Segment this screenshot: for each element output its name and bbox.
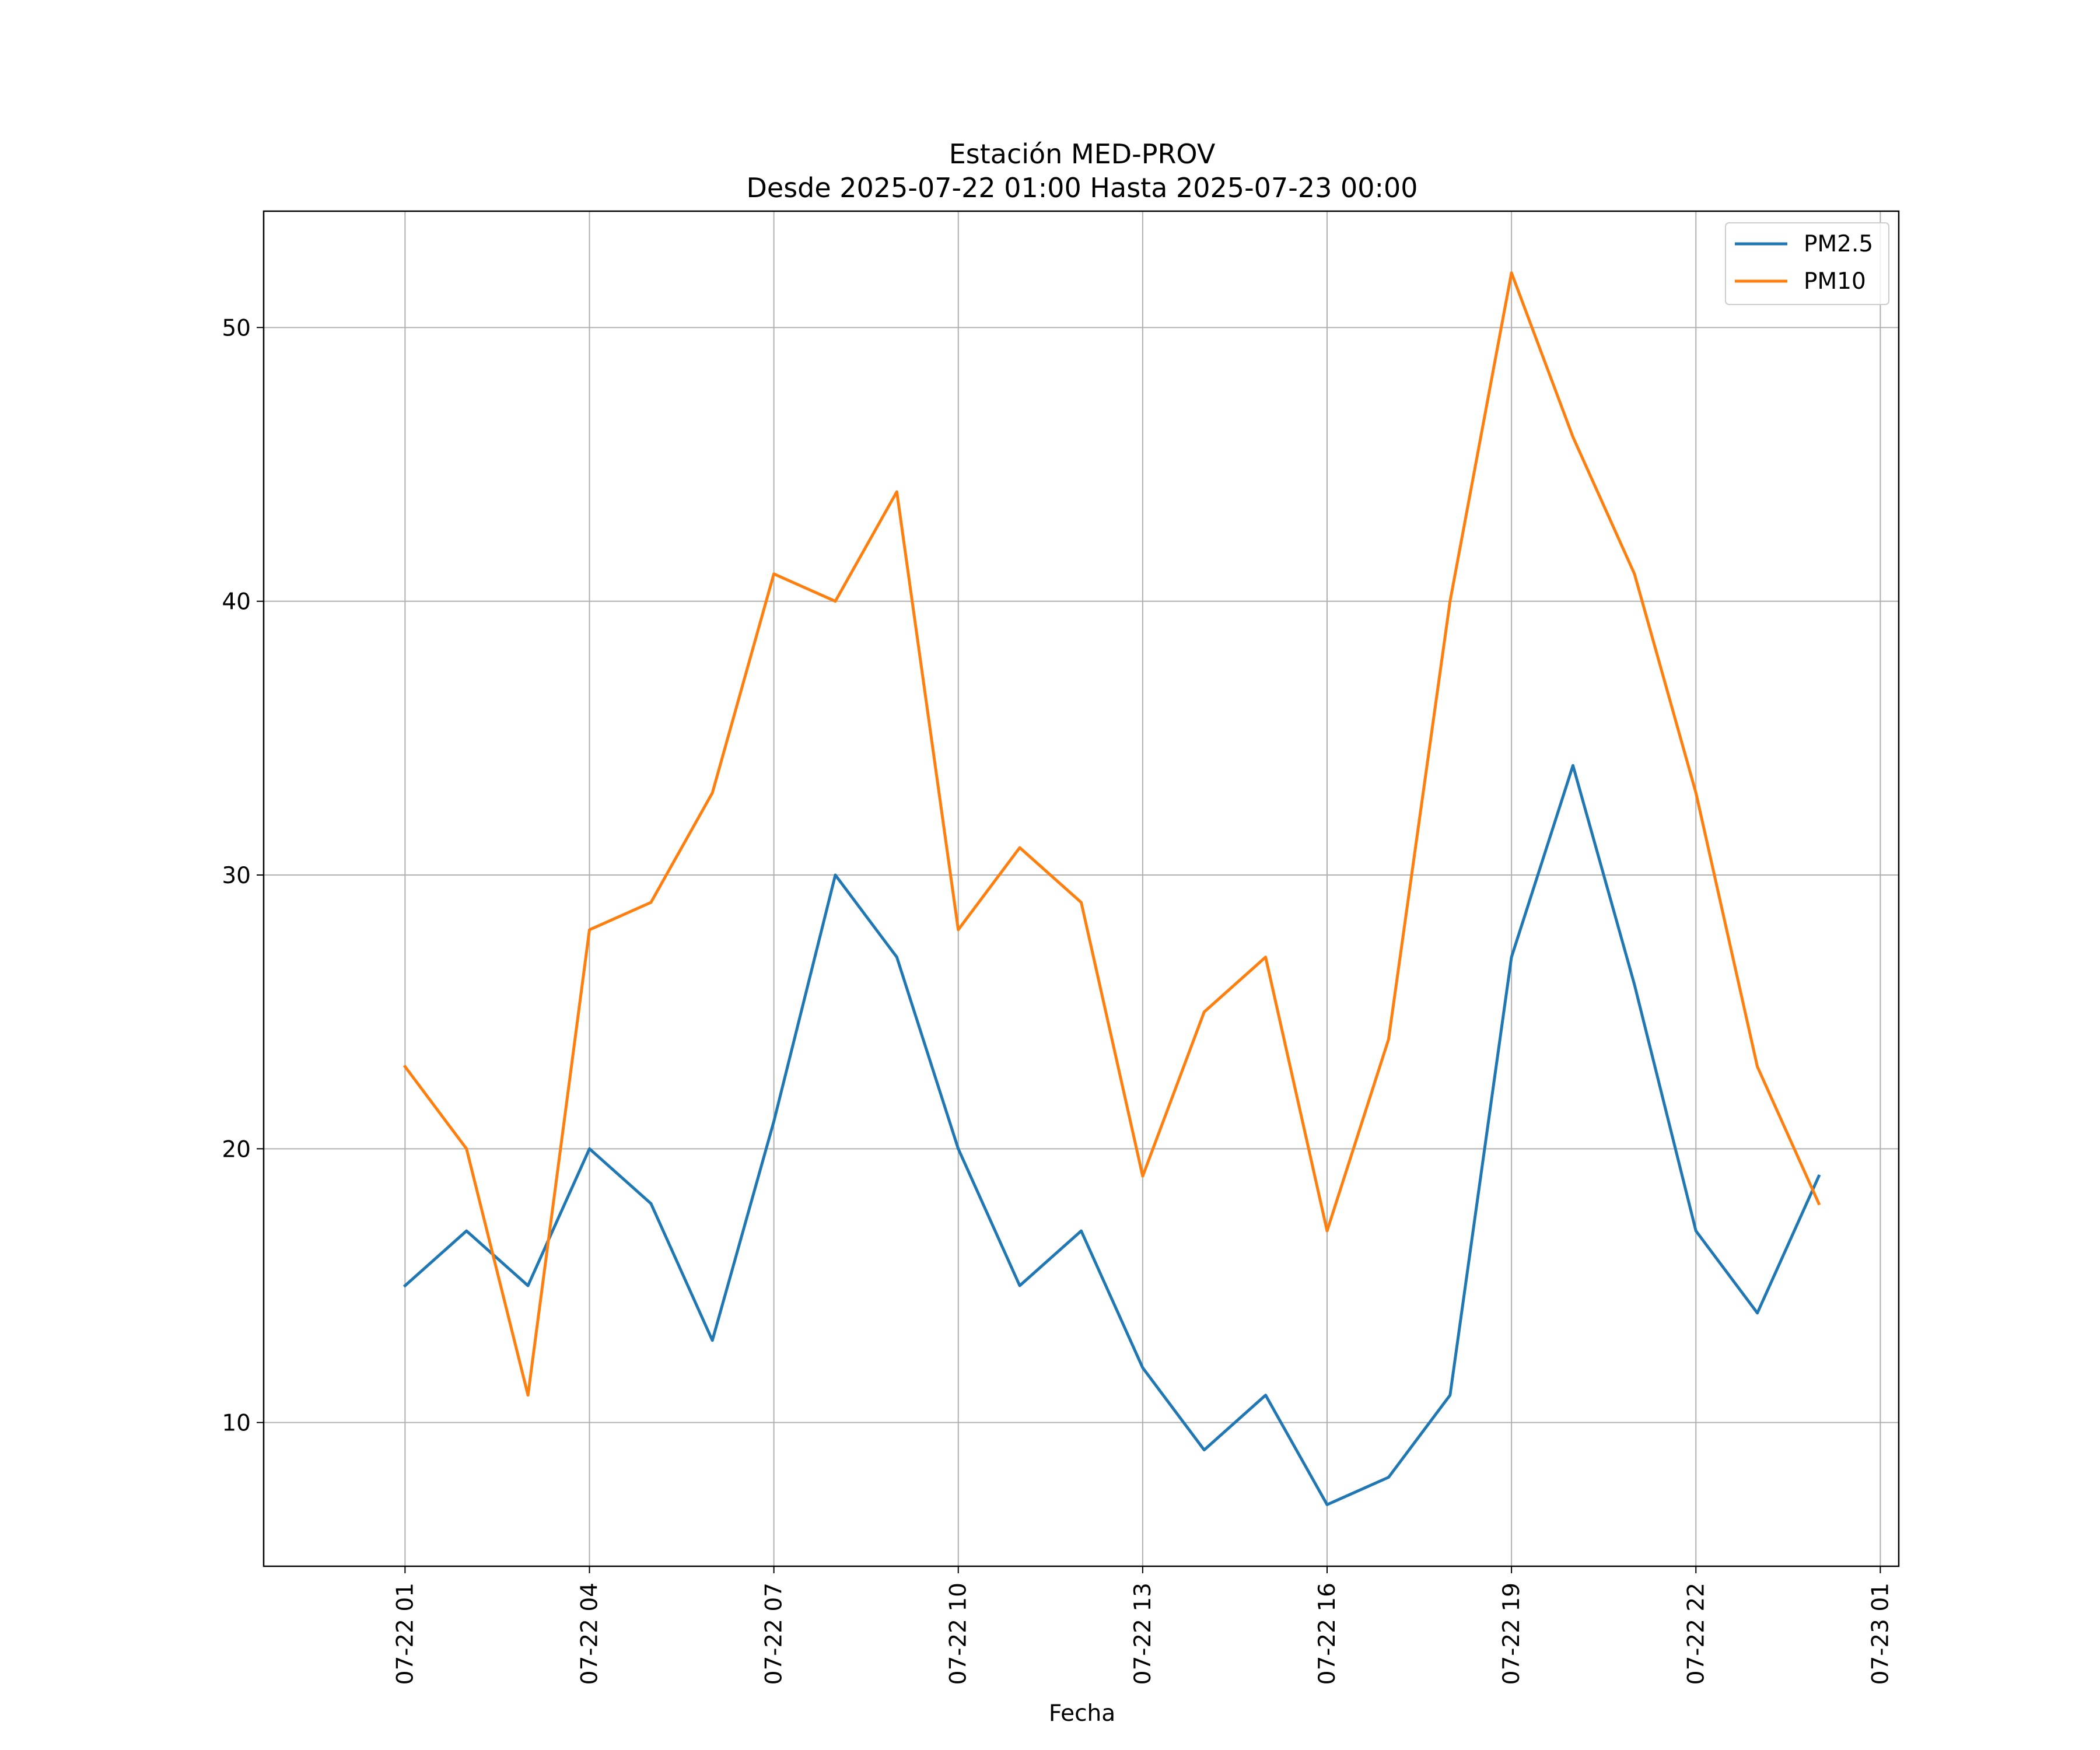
y-tick-label: 10 (222, 1410, 251, 1437)
x-tick-label: 07-23 01 (1867, 1583, 1894, 1685)
axis-ticks: 07-22 01 07-22 04 07-22 07 07-22 10 07-22 13… (222, 315, 1894, 1685)
y-tick-label: 30 (222, 863, 251, 889)
x-tick-label: 07-22 07 (761, 1583, 788, 1685)
series-line-pm10 (402, 271, 1821, 1397)
legend-label-pm25: PM2.5 (1804, 231, 1873, 257)
chart-title-line1: Estación MED-PROV (949, 138, 1216, 170)
x-tick-label: 07-22 04 (576, 1583, 603, 1685)
x-tick-label: 07-22 13 (1130, 1583, 1156, 1685)
x-tick-label: 07-22 01 (392, 1583, 418, 1685)
chart-title-line2: Desde 2025-07-22 01:00 Hasta 2025-07-23 … (746, 172, 1418, 204)
x-tick-label: 07-22 22 (1683, 1583, 1709, 1685)
x-axis-label: Fecha (1049, 1700, 1115, 1727)
series-lines (402, 271, 1821, 1506)
legend-label-pm10: PM10 (1804, 268, 1866, 295)
y-tick-label: 50 (222, 315, 251, 341)
x-tick-label: 07-22 16 (1314, 1583, 1340, 1685)
y-tick-label: 40 (222, 589, 251, 615)
x-tick-label: 07-22 10 (946, 1583, 972, 1685)
grid (264, 211, 1899, 1566)
legend: PM2.5 PM10 (1725, 222, 1889, 305)
x-tick-label: 07-22 19 (1499, 1583, 1525, 1685)
plot-frame (262, 210, 1900, 1567)
series-line-pm25 (402, 764, 1821, 1506)
y-tick-label: 20 (222, 1136, 251, 1163)
